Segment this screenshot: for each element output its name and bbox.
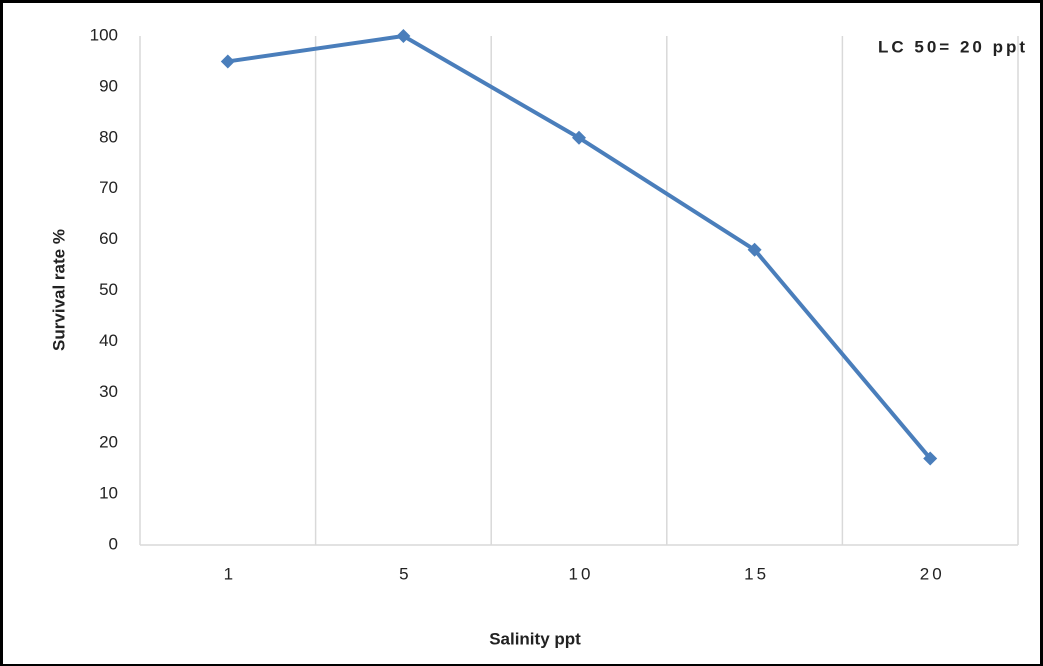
marker — [572, 130, 586, 145]
y-tick-label: 30 — [99, 382, 118, 401]
x-axis-label: Salinity ppt — [489, 629, 581, 648]
marker — [747, 242, 762, 257]
y-tick-label: 60 — [99, 229, 118, 248]
x-tick-label: 1 — [224, 564, 236, 583]
y-tick-label: 90 — [99, 76, 118, 95]
y-tick-label: 40 — [99, 331, 118, 350]
x-tick-label: 10 — [569, 564, 594, 583]
x-tick-label: 15 — [744, 564, 769, 583]
y-tick-label: 20 — [99, 433, 118, 452]
y-tick-label: 10 — [99, 484, 118, 503]
marker — [923, 451, 938, 466]
marker — [220, 54, 235, 69]
y-axis-label: Survival rate % — [49, 229, 68, 351]
y-tick-label: 100 — [90, 25, 118, 44]
x-tick-label: 20 — [920, 564, 945, 583]
y-tick-label: 70 — [99, 178, 118, 197]
y-tick-label: 80 — [99, 127, 118, 146]
y-tick-label: 0 — [109, 534, 118, 553]
annotation: LC 50= 20 ppt — [878, 37, 1028, 56]
x-tick-label: 5 — [399, 564, 411, 583]
marker — [396, 29, 411, 43]
y-tick-label: 50 — [99, 280, 118, 299]
